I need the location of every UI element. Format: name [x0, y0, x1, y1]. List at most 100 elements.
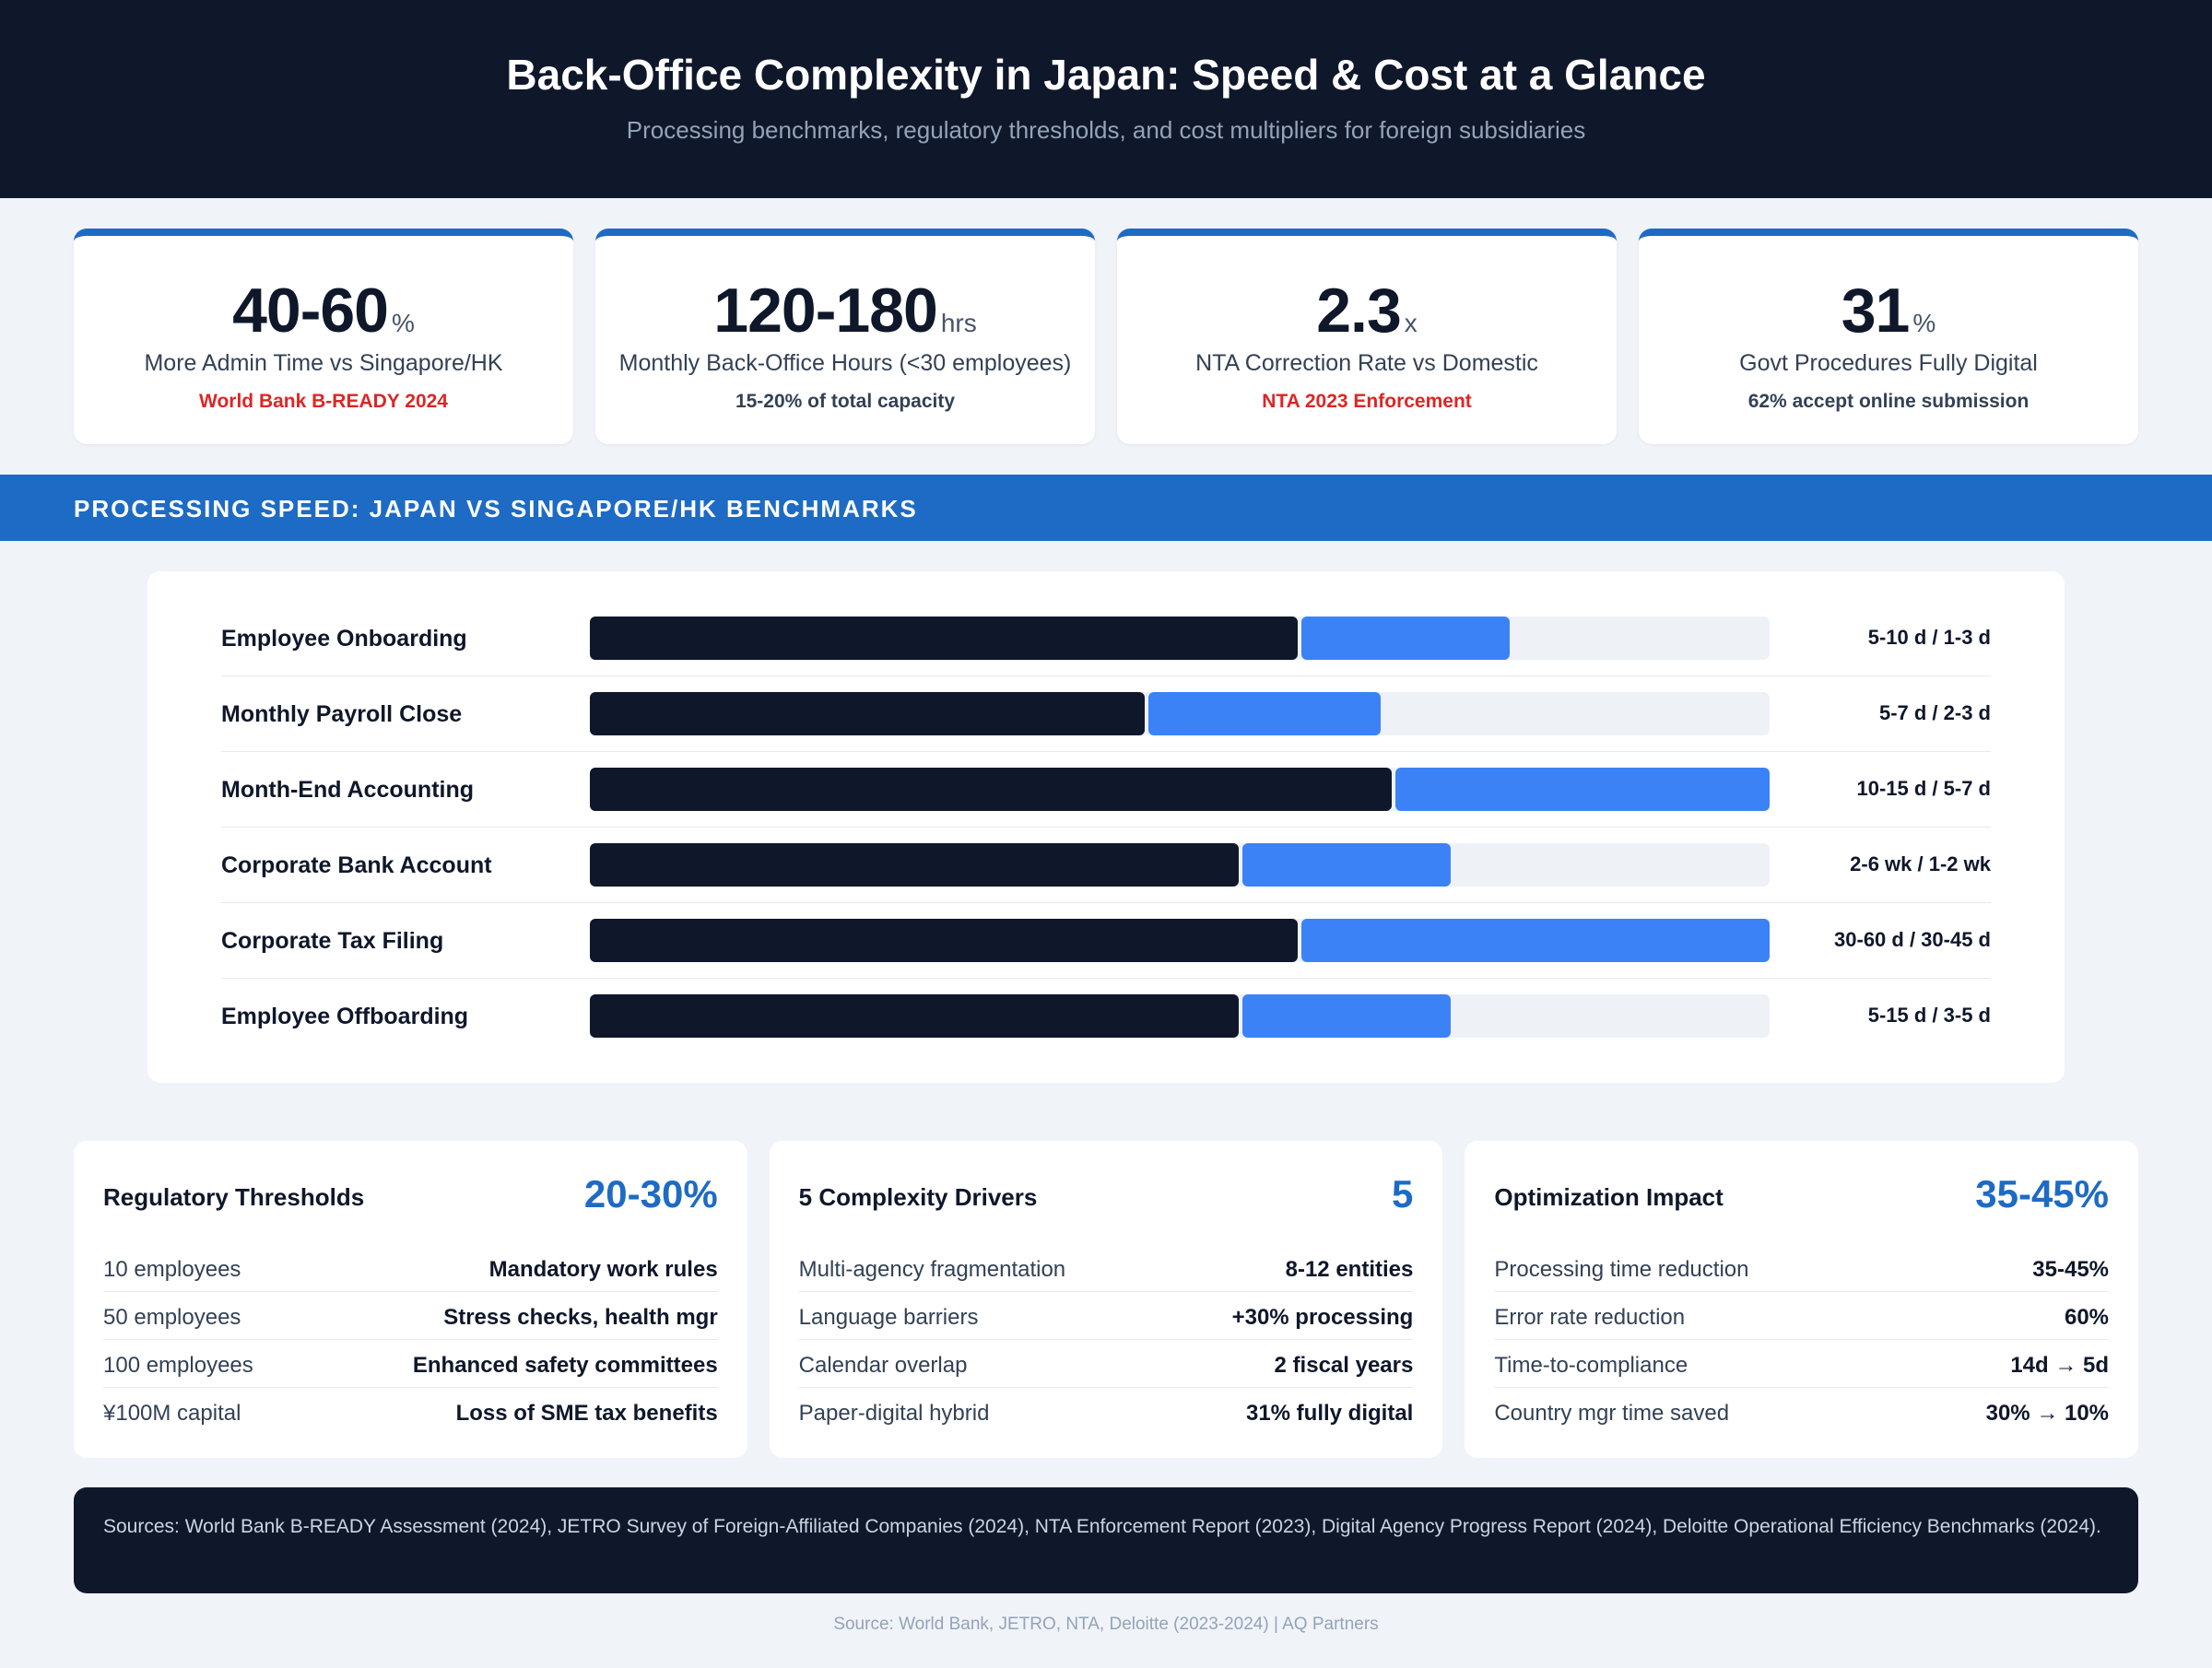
category-label: Employee Onboarding [221, 626, 467, 652]
bar-benchmark [1148, 692, 1381, 735]
row-key: Multi-agency fragmentation [798, 1257, 1066, 1282]
panel-row: Calendar overlap 2 fiscal years [798, 1340, 1414, 1388]
panel-row: Country mgr time saved 30% → 10% [1494, 1388, 2109, 1436]
row-value: 35-45% [2032, 1257, 2110, 1282]
data-label: 10-15 d / 5-7 d [1856, 777, 1991, 800]
kpi-value: 40-60 [232, 276, 389, 346]
processing-speed-chart: Employee Onboarding 5-10 d / 1-3 d Monthly… [147, 571, 2065, 1083]
bar-japan [590, 994, 1239, 1038]
panel-row: Paper-digital hybrid 31% fully digital [799, 1388, 1414, 1436]
row-value: 60% [2064, 1305, 2110, 1330]
row-value: 2 fiscal years [1274, 1353, 1414, 1378]
category-label: Monthly Payroll Close [221, 701, 463, 727]
section-header: PROCESSING SPEED: JAPAN VS SINGAPORE/HK … [0, 475, 2212, 541]
panel-row: 50 employees Stress checks, health mgr [103, 1292, 718, 1340]
panel-row: Processing time reduction 35-45% [1494, 1244, 2110, 1292]
panel-row: 100 employees Enhanced safety committees [103, 1340, 718, 1388]
row-value: 31% fully digital [1245, 1401, 1414, 1426]
kpi-label: NTA Correction Rate vs Domestic [1195, 350, 1538, 376]
panel-row: ¥100M capital Loss of SME tax benefits [103, 1388, 718, 1436]
kpi-note: World Bank B-READY 2024 [199, 391, 448, 412]
data-label: 5-7 d / 2-3 d [1878, 701, 1991, 724]
bar-benchmark [1242, 843, 1451, 887]
panel-title: Regulatory Thresholds [103, 1183, 365, 1211]
bar-track [590, 617, 1770, 660]
bar-track [590, 768, 1770, 811]
row-value: +30% processing [1231, 1305, 1414, 1330]
chart-row: Monthly Payroll Close 5-7 d / 2-3 d [221, 676, 1991, 752]
category-label: Corporate Tax Filing [221, 928, 444, 954]
kpi-value: 2.3 [1316, 276, 1402, 346]
kpi-note: 62% accept online submission [1747, 391, 2030, 412]
panel-regulatory-thresholds: Regulatory Thresholds 20-30% 10 employee… [74, 1141, 747, 1458]
data-label: 5-15 d / 3-5 d [1867, 1004, 1991, 1027]
bar-japan [590, 617, 1298, 660]
kpi-unit: hrs [940, 309, 977, 337]
row-key: Paper-digital hybrid [798, 1401, 990, 1426]
row-key: 50 employees [103, 1305, 241, 1330]
chart-row: Employee Offboarding 5-15 d / 3-5 d [221, 979, 1991, 1054]
sources-box: Sources: World Bank B-READY Assessment (… [74, 1487, 2138, 1593]
kpi-unit: x [1404, 309, 1418, 337]
bar-japan [590, 692, 1145, 735]
row-key: ¥100M capital [103, 1401, 241, 1426]
row-key: Processing time reduction [1494, 1257, 1749, 1282]
kpi-unit: % [1912, 309, 1936, 337]
kpi-card-digital-procedures: 31% Govt Procedures Fully Digital 62% ac… [1639, 229, 2138, 444]
bar-track [590, 994, 1770, 1038]
row-key: Country mgr time saved [1494, 1401, 1730, 1426]
kpi-value: 31 [1841, 276, 1911, 346]
bar-benchmark [1301, 919, 1770, 962]
chart-row: Corporate Bank Account 2-6 wk / 1-2 wk [221, 828, 1991, 903]
row-key: Calendar overlap [798, 1353, 968, 1378]
row-value: 30% → 10% [1985, 1401, 2110, 1426]
row-value: 8-12 entities [1285, 1257, 1414, 1282]
section-title: PROCESSING SPEED: JAPAN VS SINGAPORE/HK … [74, 495, 918, 523]
kpi-row: 40-60% More Admin Time vs Singapore/HK W… [74, 229, 2138, 444]
sources-text: Sources: World Bank B-READY Assessment (… [103, 1516, 2101, 1537]
kpi-card-back-office-hours: 120-180 hrs Monthly Back-Office Hours (<3… [595, 229, 1095, 444]
row-value: Stress checks, health mgr [443, 1305, 718, 1330]
kpi-note: 15-20% of total capacity [735, 391, 956, 412]
row-key: Time-to-compliance [1494, 1353, 1688, 1378]
page-subtitle: Processing benchmarks, regulatory thresh… [626, 116, 1586, 144]
bar-japan [590, 843, 1239, 887]
panel-row: Multi-agency fragmentation 8-12 entities [798, 1244, 1414, 1292]
bar-track [590, 692, 1770, 735]
chart-row: Employee Onboarding 5-10 d / 1-3 d [221, 601, 1991, 676]
panel-row: 10 employees Mandatory work rules [103, 1244, 718, 1292]
panel-title: 5 Complexity Drivers [798, 1183, 1038, 1211]
row-value: Mandatory work rules [488, 1257, 718, 1282]
footer-credit: Source: World Bank, JETRO, NTA, Deloitte… [833, 1615, 1379, 1634]
kpi-label: Monthly Back-Office Hours (<30 employees… [618, 350, 1072, 376]
row-key: Language barriers [798, 1305, 979, 1330]
kpi-note: NTA 2023 Enforcement [1262, 391, 1472, 412]
data-label: 2-6 wk / 1-2 wk [1850, 852, 1991, 875]
panel-row: Language barriers +30% processing [798, 1292, 1414, 1340]
panel-title: Optimization Impact [1494, 1183, 1724, 1211]
row-value: 14d → 5d [2010, 1353, 2110, 1378]
row-key: 100 employees [103, 1353, 253, 1378]
kpi-card-nta-correction: 2.3 x NTA Correction Rate vs Domestic NTA… [1117, 229, 1617, 444]
panel-row: Time-to-compliance 14d → 5d [1494, 1340, 2110, 1388]
panel-complexity-drivers: 5 Complexity Drivers 5 Multi-agency frag… [769, 1141, 1443, 1458]
bar-benchmark [1395, 768, 1770, 811]
kpi-card-admin-time: 40-60% More Admin Time vs Singapore/HK W… [74, 229, 573, 444]
page-title: Back-Office Complexity in Japan: Speed &… [506, 51, 1706, 99]
bar-track [590, 919, 1770, 962]
bar-japan [590, 768, 1392, 811]
chart-row: Month-End Accounting 10-15 d / 5-7 d [221, 752, 1991, 828]
kpi-value: 120-180 [713, 276, 938, 346]
row-value: Enhanced safety committees [412, 1353, 718, 1378]
category-label: Month-End Accounting [221, 777, 475, 803]
data-label: 5-10 d / 1-3 d [1867, 626, 1991, 649]
panel-optimization-impact: Optimization Impact 35-45% Processing ti… [1465, 1141, 2139, 1458]
category-label: Employee Offboarding [221, 1004, 469, 1029]
info-panels: Regulatory Thresholds 20-30% 10 employee… [74, 1141, 2139, 1458]
chart-row: Corporate Tax Filing 30-60 d / 30-45 d [221, 903, 1991, 979]
kpi-label: Govt Procedures Fully Digital [1739, 350, 2038, 376]
panel-row: Error rate reduction 60% [1494, 1292, 2110, 1340]
bar-benchmark [1301, 617, 1510, 660]
data-label: 30-60 d / 30-45 d [1834, 928, 1991, 951]
kpi-label: More Admin Time vs Singapore/HK [144, 350, 503, 376]
